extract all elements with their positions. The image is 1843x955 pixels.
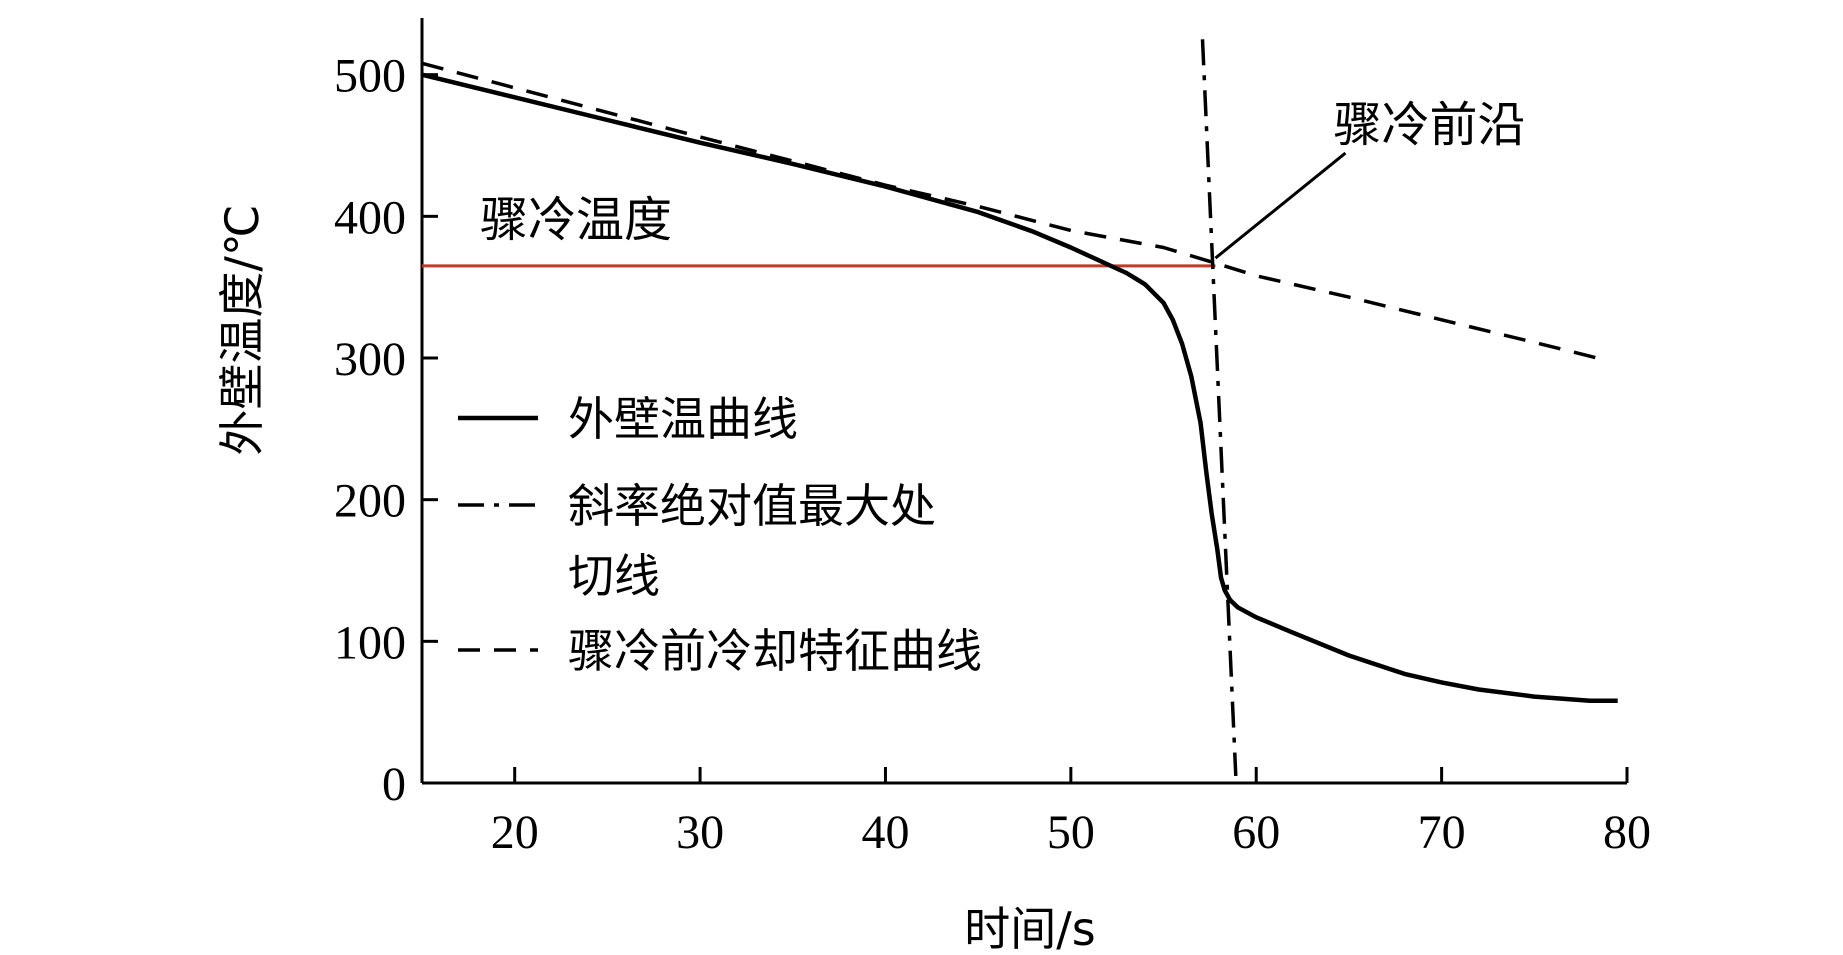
- x-tick-label: 50: [1047, 806, 1095, 859]
- y-tick-label: 0: [382, 758, 406, 811]
- y-tick-label: 100: [334, 616, 406, 669]
- legend-label-0: 外壁温曲线: [568, 392, 798, 446]
- reference-line-label: 骤冷温度: [480, 192, 672, 248]
- y-tick-label: 300: [334, 333, 406, 386]
- y-tick-label: 500: [334, 50, 406, 103]
- series-line-2: [421, 61, 1609, 363]
- x-tick-label: 30: [676, 806, 724, 859]
- axes: 20 30 40 50 60 70 80 0 100 200 300 400 500: [334, 18, 1651, 859]
- annotation-leader-line: [1214, 151, 1347, 260]
- x-tick-label: 20: [491, 806, 539, 859]
- legend-label-1: 斜率绝对值最大处: [568, 479, 936, 533]
- x-tick-label: 60: [1232, 806, 1280, 859]
- annotation-label: 骤冷前沿: [1333, 97, 1525, 153]
- legend-label-1: 切线: [568, 549, 660, 603]
- y-tick-label: 200: [334, 475, 406, 528]
- x-tick-label: 80: [1603, 806, 1651, 859]
- series-line-1: [1200, 39, 1238, 776]
- x-tick-label: 70: [1418, 806, 1466, 859]
- y-axis-title: 外壁温度/℃: [215, 204, 269, 455]
- legend-label-2: 骤冷前冷却特征曲线: [568, 624, 982, 678]
- x-tick-label: 40: [861, 806, 909, 859]
- plot-area: 骤冷温度 骤冷前沿: [421, 39, 1618, 776]
- x-axis-title: 时间/s: [964, 902, 1095, 955]
- y-tick-label: 400: [334, 191, 406, 244]
- series-line-0: [421, 72, 1618, 704]
